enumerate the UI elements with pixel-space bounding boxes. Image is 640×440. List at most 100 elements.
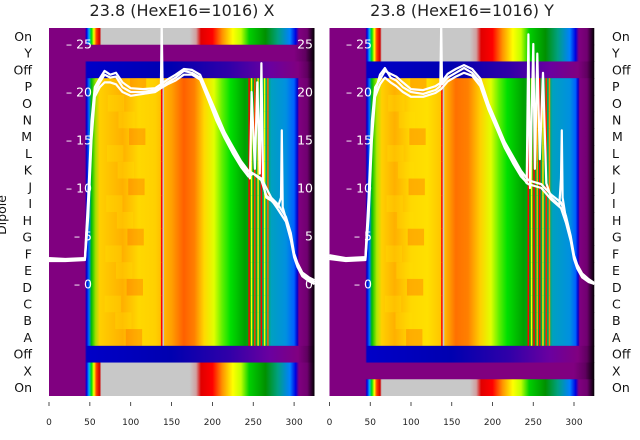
heatmap-stripe	[260, 245, 263, 263]
y2-tick-label: 20	[297, 85, 313, 100]
heatmap-stripe	[160, 312, 163, 330]
heatmap-stripe	[545, 312, 547, 330]
heatmap-stripe	[257, 262, 259, 280]
heatmap-stripe	[257, 161, 259, 180]
heatmap-stripe	[548, 111, 551, 129]
heatmap-stripe	[263, 228, 266, 246]
heatmap-cell-patch	[396, 262, 413, 279]
heatmap-stripe	[267, 262, 269, 280]
heatmap-stripe	[263, 111, 266, 129]
heatmap-stripe	[527, 145, 530, 163]
heatmap-stripe	[548, 94, 551, 113]
row-label: E	[612, 263, 620, 278]
row-label: H	[23, 213, 32, 228]
heatmap-row-l	[49, 145, 315, 163]
heatmap-stripe	[527, 312, 530, 330]
heatmap-stripe	[162, 295, 165, 313]
heatmap-cell-patch	[409, 128, 426, 146]
heatmap-row-on	[49, 28, 315, 46]
heatmap-stripe	[536, 329, 539, 347]
x-tick-label: 0	[327, 418, 333, 428]
heatmap-stripe	[267, 178, 269, 196]
heatmap-row-c	[49, 295, 315, 313]
heatmap-stripe	[160, 128, 163, 146]
heatmap-stripe	[442, 262, 445, 280]
heatmap-stripe	[254, 111, 256, 129]
heatmap-stripe	[533, 245, 535, 263]
heatmap-row-off	[49, 345, 315, 364]
heatmap-stripe	[441, 212, 443, 230]
heatmap-stripe	[160, 329, 163, 347]
heatmap-stripe	[527, 161, 530, 180]
heatmap-stripe	[160, 228, 163, 246]
heatmap-stripe	[442, 329, 445, 347]
heatmap-stripe	[527, 245, 530, 263]
heatmap-cell-patch	[117, 161, 134, 179]
heatmap-row-y	[49, 44, 315, 62]
heatmap-stripe	[263, 212, 266, 230]
heatmap-cell-patch	[129, 78, 147, 95]
heatmap-stripe	[545, 245, 547, 263]
heatmap-stripe	[260, 212, 263, 230]
heatmap-stripe	[548, 245, 551, 263]
heatmap-stripe	[441, 94, 443, 113]
heatmap-stripe	[263, 245, 266, 263]
heatmap-stripe	[263, 262, 266, 280]
row-label: X	[23, 363, 32, 378]
heatmap-stripe	[162, 262, 165, 280]
heatmap-stripe	[162, 195, 165, 213]
heatmap-stripe	[538, 245, 541, 263]
y2-tick-label: 10	[297, 181, 313, 196]
row-label: D	[612, 280, 622, 295]
row-label: B	[23, 313, 32, 328]
heatmap-stripe	[267, 278, 269, 297]
heatmap-stripe	[442, 295, 445, 313]
heatmap-stripe	[260, 195, 263, 213]
row-label: C	[23, 297, 32, 312]
row-label: F	[25, 246, 32, 261]
heatmap-row-h	[49, 212, 315, 230]
heatmap-stripe	[263, 278, 266, 297]
heatmap-stripe	[548, 262, 551, 280]
heatmap-stripe	[160, 111, 163, 129]
heatmap-stripe	[536, 195, 539, 213]
heatmap-stripe	[527, 295, 530, 313]
heatmap-stripe	[254, 245, 256, 263]
row-label: F	[612, 246, 619, 261]
y2-tick-label: 15	[297, 133, 313, 148]
x-tick-label: 100	[402, 418, 419, 428]
row-label: Off	[612, 347, 631, 362]
heatmap-stripe	[250, 262, 253, 280]
heatmap-stripe	[530, 195, 533, 213]
heatmap-stripe	[248, 245, 250, 263]
row-label: H	[612, 213, 621, 228]
heatmap-row-g	[49, 228, 315, 246]
heatmap-row-e	[49, 262, 315, 280]
heatmap-cell-patch	[385, 245, 403, 263]
heatmap-stripe	[441, 145, 443, 163]
heatmap-stripe	[257, 212, 259, 230]
heatmap-stripe	[442, 145, 445, 163]
heatmap-stripe	[162, 145, 165, 163]
heatmap-stripe	[254, 195, 256, 213]
heatmap-stripe	[263, 161, 266, 180]
row-label: Y	[23, 46, 32, 61]
heatmap-stripe	[530, 212, 533, 230]
heatmap-stripe	[536, 262, 539, 280]
heatmap-stripe	[545, 111, 547, 129]
heatmap-stripe	[162, 329, 165, 347]
heatmap-stripe	[254, 278, 256, 297]
heatmap-stripe	[260, 228, 263, 246]
heatmap-stripe	[260, 161, 263, 180]
row-label: Off	[14, 62, 33, 77]
heatmap-stripe	[254, 94, 256, 113]
heatmap-stripe	[441, 195, 443, 213]
heatmap-stripe	[267, 78, 269, 96]
y2-tick-label: – 15	[346, 133, 372, 148]
row-label: M	[21, 129, 32, 144]
heatmap-stripe	[254, 212, 256, 230]
heatmap-stripe	[441, 245, 443, 263]
heatmap-stripe	[542, 195, 544, 213]
heatmap-row-b	[49, 312, 315, 330]
